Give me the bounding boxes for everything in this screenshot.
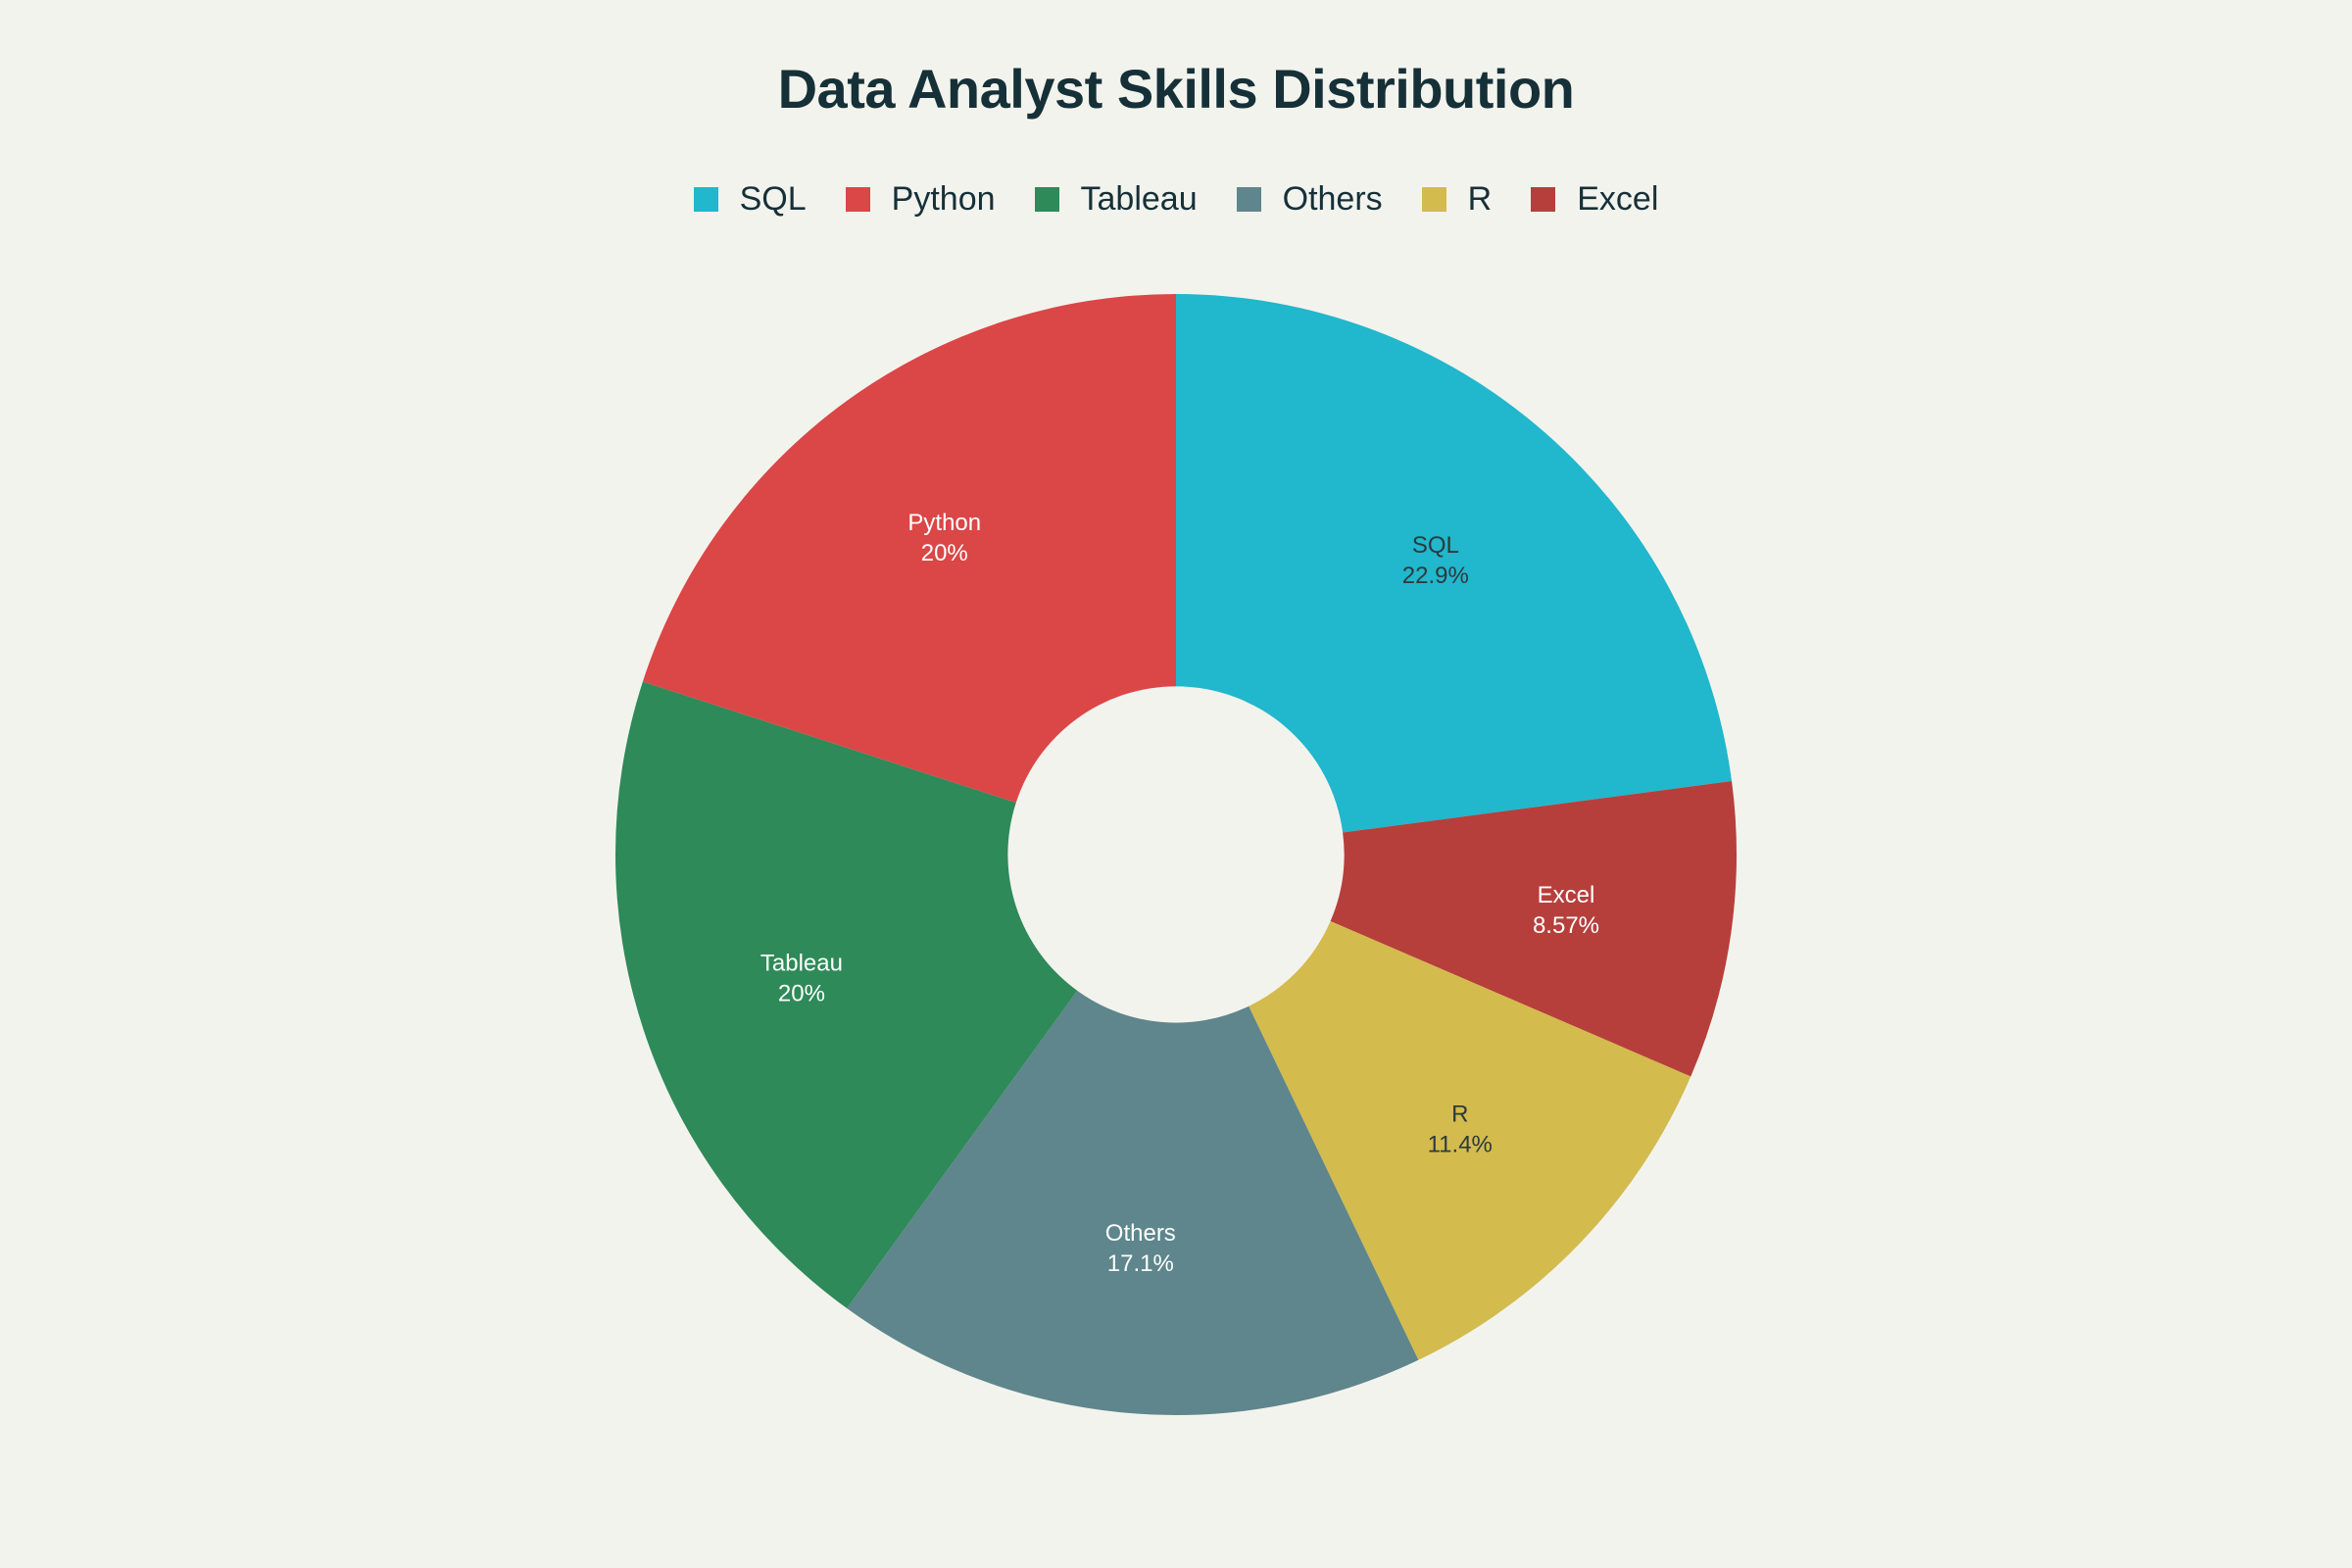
slice-label-name: Others	[1105, 1220, 1176, 1247]
legend-item-python[interactable]: Python	[845, 180, 996, 219]
slice-label-name: Tableau	[760, 950, 843, 976]
legend-swatch	[1421, 187, 1446, 212]
chart-legend: SQL Python Tableau Others R Excel	[0, 180, 2352, 219]
pie-slice-python[interactable]	[642, 294, 1176, 804]
slice-label-name: Excel	[1538, 882, 1595, 908]
slice-label-name: SQL	[1412, 532, 1459, 559]
pie-slice-r[interactable]	[1249, 920, 1691, 1360]
legend-label: Others	[1282, 180, 1383, 218]
slice-label-name: R	[1451, 1101, 1468, 1127]
legend-swatch	[693, 187, 718, 212]
legend-label: Excel	[1577, 180, 1659, 218]
legend-swatch	[1236, 187, 1261, 212]
slice-label-percent: 11.4%	[1428, 1131, 1493, 1157]
pie-slice-excel[interactable]	[1330, 780, 1738, 1077]
legend-label: Python	[891, 180, 996, 218]
legend-item-sql[interactable]: SQL	[693, 180, 807, 219]
legend-item-others[interactable]: Others	[1236, 180, 1383, 219]
slice-label-percent: 8.57%	[1533, 912, 1599, 939]
legend-item-r[interactable]: R	[1421, 180, 1493, 219]
pie-slice-tableau[interactable]	[615, 681, 1078, 1309]
legend-swatch	[845, 187, 870, 212]
legend-label: R	[1467, 180, 1493, 218]
pie-slice-sql[interactable]	[1176, 294, 1733, 833]
legend-swatch	[1531, 187, 1556, 212]
legend-item-excel[interactable]: Excel	[1531, 180, 1658, 219]
chart-title: Data Analyst Skills Distribution	[777, 58, 1575, 120]
slice-label-percent: 20%	[921, 540, 968, 566]
legend-swatch	[1034, 187, 1059, 212]
slice-label-percent: 20%	[778, 980, 825, 1006]
slice-label-percent: 22.9%	[1402, 563, 1469, 589]
legend-label: Tableau	[1080, 180, 1198, 218]
pie-slice-others[interactable]	[847, 990, 1419, 1415]
slice-label-name: Python	[907, 510, 981, 536]
legend-item-tableau[interactable]: Tableau	[1034, 180, 1198, 219]
legend-label: SQL	[739, 180, 807, 218]
slice-label-percent: 17.1%	[1107, 1250, 1174, 1277]
